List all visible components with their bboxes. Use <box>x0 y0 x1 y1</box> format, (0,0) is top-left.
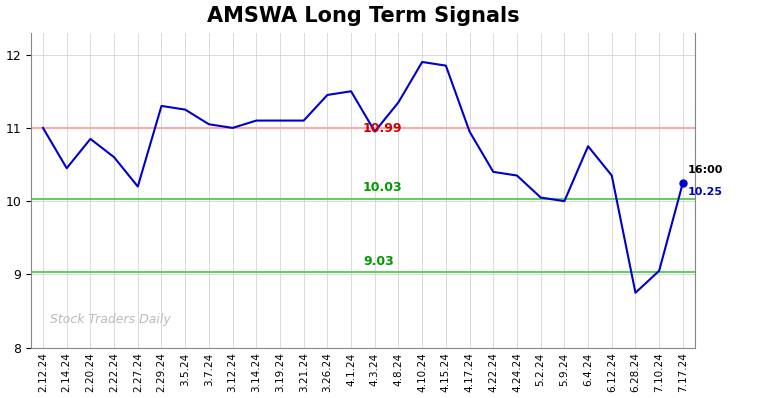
Text: 10.99: 10.99 <box>363 122 402 135</box>
Title: AMSWA Long Term Signals: AMSWA Long Term Signals <box>207 6 519 25</box>
Text: 16:00: 16:00 <box>688 166 723 176</box>
Text: 10.03: 10.03 <box>363 181 402 195</box>
Text: Stock Traders Daily: Stock Traders Daily <box>50 313 171 326</box>
Text: 10.25: 10.25 <box>688 187 723 197</box>
Text: 9.03: 9.03 <box>363 255 394 268</box>
